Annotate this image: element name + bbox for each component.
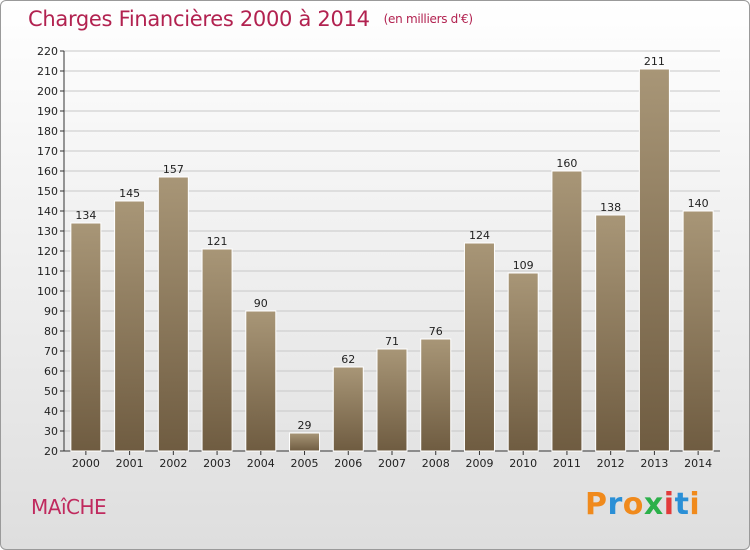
x-tick-label-2012: 2012 <box>597 457 625 470</box>
x-tick-label-2002: 2002 <box>159 457 187 470</box>
data-label-2005: 29 <box>298 419 312 432</box>
x-tick-label-2003: 2003 <box>203 457 231 470</box>
bar-2000 <box>70 222 102 452</box>
y-tick-label: 20 <box>44 445 58 458</box>
y-tick-label: 160 <box>37 165 58 178</box>
chart-title-text: Charges Financières 2000 à 2014 <box>28 7 370 31</box>
data-label-2007: 71 <box>385 335 399 348</box>
data-label-2012: 138 <box>600 201 621 214</box>
y-tick-label: 110 <box>37 265 58 278</box>
bar-2009 <box>463 242 495 452</box>
data-label-2008: 76 <box>429 325 443 338</box>
data-label-2009: 124 <box>469 229 490 242</box>
brand-letter: t <box>674 487 690 522</box>
y-tick-label: 80 <box>44 325 58 338</box>
x-tick-label-2004: 2004 <box>247 457 275 470</box>
y-tick-label: 150 <box>37 185 58 198</box>
data-label-2006: 62 <box>341 353 355 366</box>
y-tick-label: 200 <box>37 85 58 98</box>
x-tick-label-2009: 2009 <box>465 457 493 470</box>
y-tick-label: 180 <box>37 125 58 138</box>
bar-2012 <box>595 214 627 452</box>
data-label-2014: 140 <box>688 197 709 210</box>
y-tick-label: 190 <box>37 105 58 118</box>
brand-letter: P <box>585 487 608 522</box>
y-tick-label: 40 <box>44 405 58 418</box>
x-tick-label-2005: 2005 <box>291 457 319 470</box>
y-tick-label: 90 <box>44 305 58 318</box>
x-tick-label-2010: 2010 <box>509 457 537 470</box>
x-tick-label-2000: 2000 <box>72 457 100 470</box>
y-tick-label: 210 <box>37 65 58 78</box>
bar-2011 <box>551 170 583 452</box>
y-tick-label: 50 <box>44 385 58 398</box>
y-tick-label: 100 <box>37 285 58 298</box>
brand-letter: x <box>643 487 664 522</box>
x-tick-labels: 2000 2001 2002 2003 2004 2005 2006 2007 2008 2009… <box>72 451 712 470</box>
y-tick-label: 120 <box>37 245 58 258</box>
bar-2008 <box>420 338 452 452</box>
y-tick-label: 140 <box>37 205 58 218</box>
bars <box>70 68 714 452</box>
data-label-2010: 109 <box>513 259 534 272</box>
bar-2004 <box>245 310 277 452</box>
brand-letter: i <box>689 487 701 522</box>
bar-2014 <box>682 210 714 452</box>
x-tick-label-2008: 2008 <box>422 457 450 470</box>
y-tick-label: 60 <box>44 365 58 378</box>
x-tick-label-2007: 2007 <box>378 457 406 470</box>
y-tick-labels: 20 30 40 50 60 70 80 90 100 110 120 130 140 150 160 170… <box>37 45 64 458</box>
data-label-2013: 211 <box>644 55 665 68</box>
bar-2010 <box>507 272 539 452</box>
data-label-2011: 160 <box>556 157 577 170</box>
bar-2006 <box>332 366 364 452</box>
x-tick-label-2006: 2006 <box>334 457 362 470</box>
chart-title: Charges Financières 2000 à 2014 (en milli… <box>28 7 473 31</box>
chart-subtitle: (en milliers d'€) <box>383 12 473 26</box>
x-tick-label-2011: 2011 <box>553 457 581 470</box>
x-tick-label-2014: 2014 <box>684 457 712 470</box>
y-tick-label: 30 <box>44 425 58 438</box>
bar-2007 <box>376 348 408 452</box>
brand-letter: i <box>663 487 675 522</box>
data-label-2000: 134 <box>75 209 96 222</box>
brand-letter: r <box>607 487 623 522</box>
data-labels: 134 145 157 121 90 29 62 71 76 124 109 160 138 211 140 <box>75 55 708 432</box>
brand-logo[interactable]: Proxiti <box>585 487 700 522</box>
data-label-2002: 157 <box>163 163 184 176</box>
y-tick-label: 170 <box>37 145 58 158</box>
x-tick-label-2013: 2013 <box>640 457 668 470</box>
data-label-2004: 90 <box>254 297 268 310</box>
data-label-2003: 121 <box>207 235 228 248</box>
bar-2005 <box>289 432 321 452</box>
bar-2013 <box>638 68 670 452</box>
y-tick-label: 220 <box>37 45 58 58</box>
bar-2002 <box>157 176 189 452</box>
bar-2003 <box>201 248 233 452</box>
y-tick-label: 70 <box>44 345 58 358</box>
data-label-2001: 145 <box>119 187 140 200</box>
x-tick-label-2001: 2001 <box>116 457 144 470</box>
y-tick-label: 130 <box>37 225 58 238</box>
brand-letter: o <box>622 487 644 522</box>
city-name: MAîCHE <box>31 495 107 519</box>
bar-2001 <box>114 200 146 452</box>
